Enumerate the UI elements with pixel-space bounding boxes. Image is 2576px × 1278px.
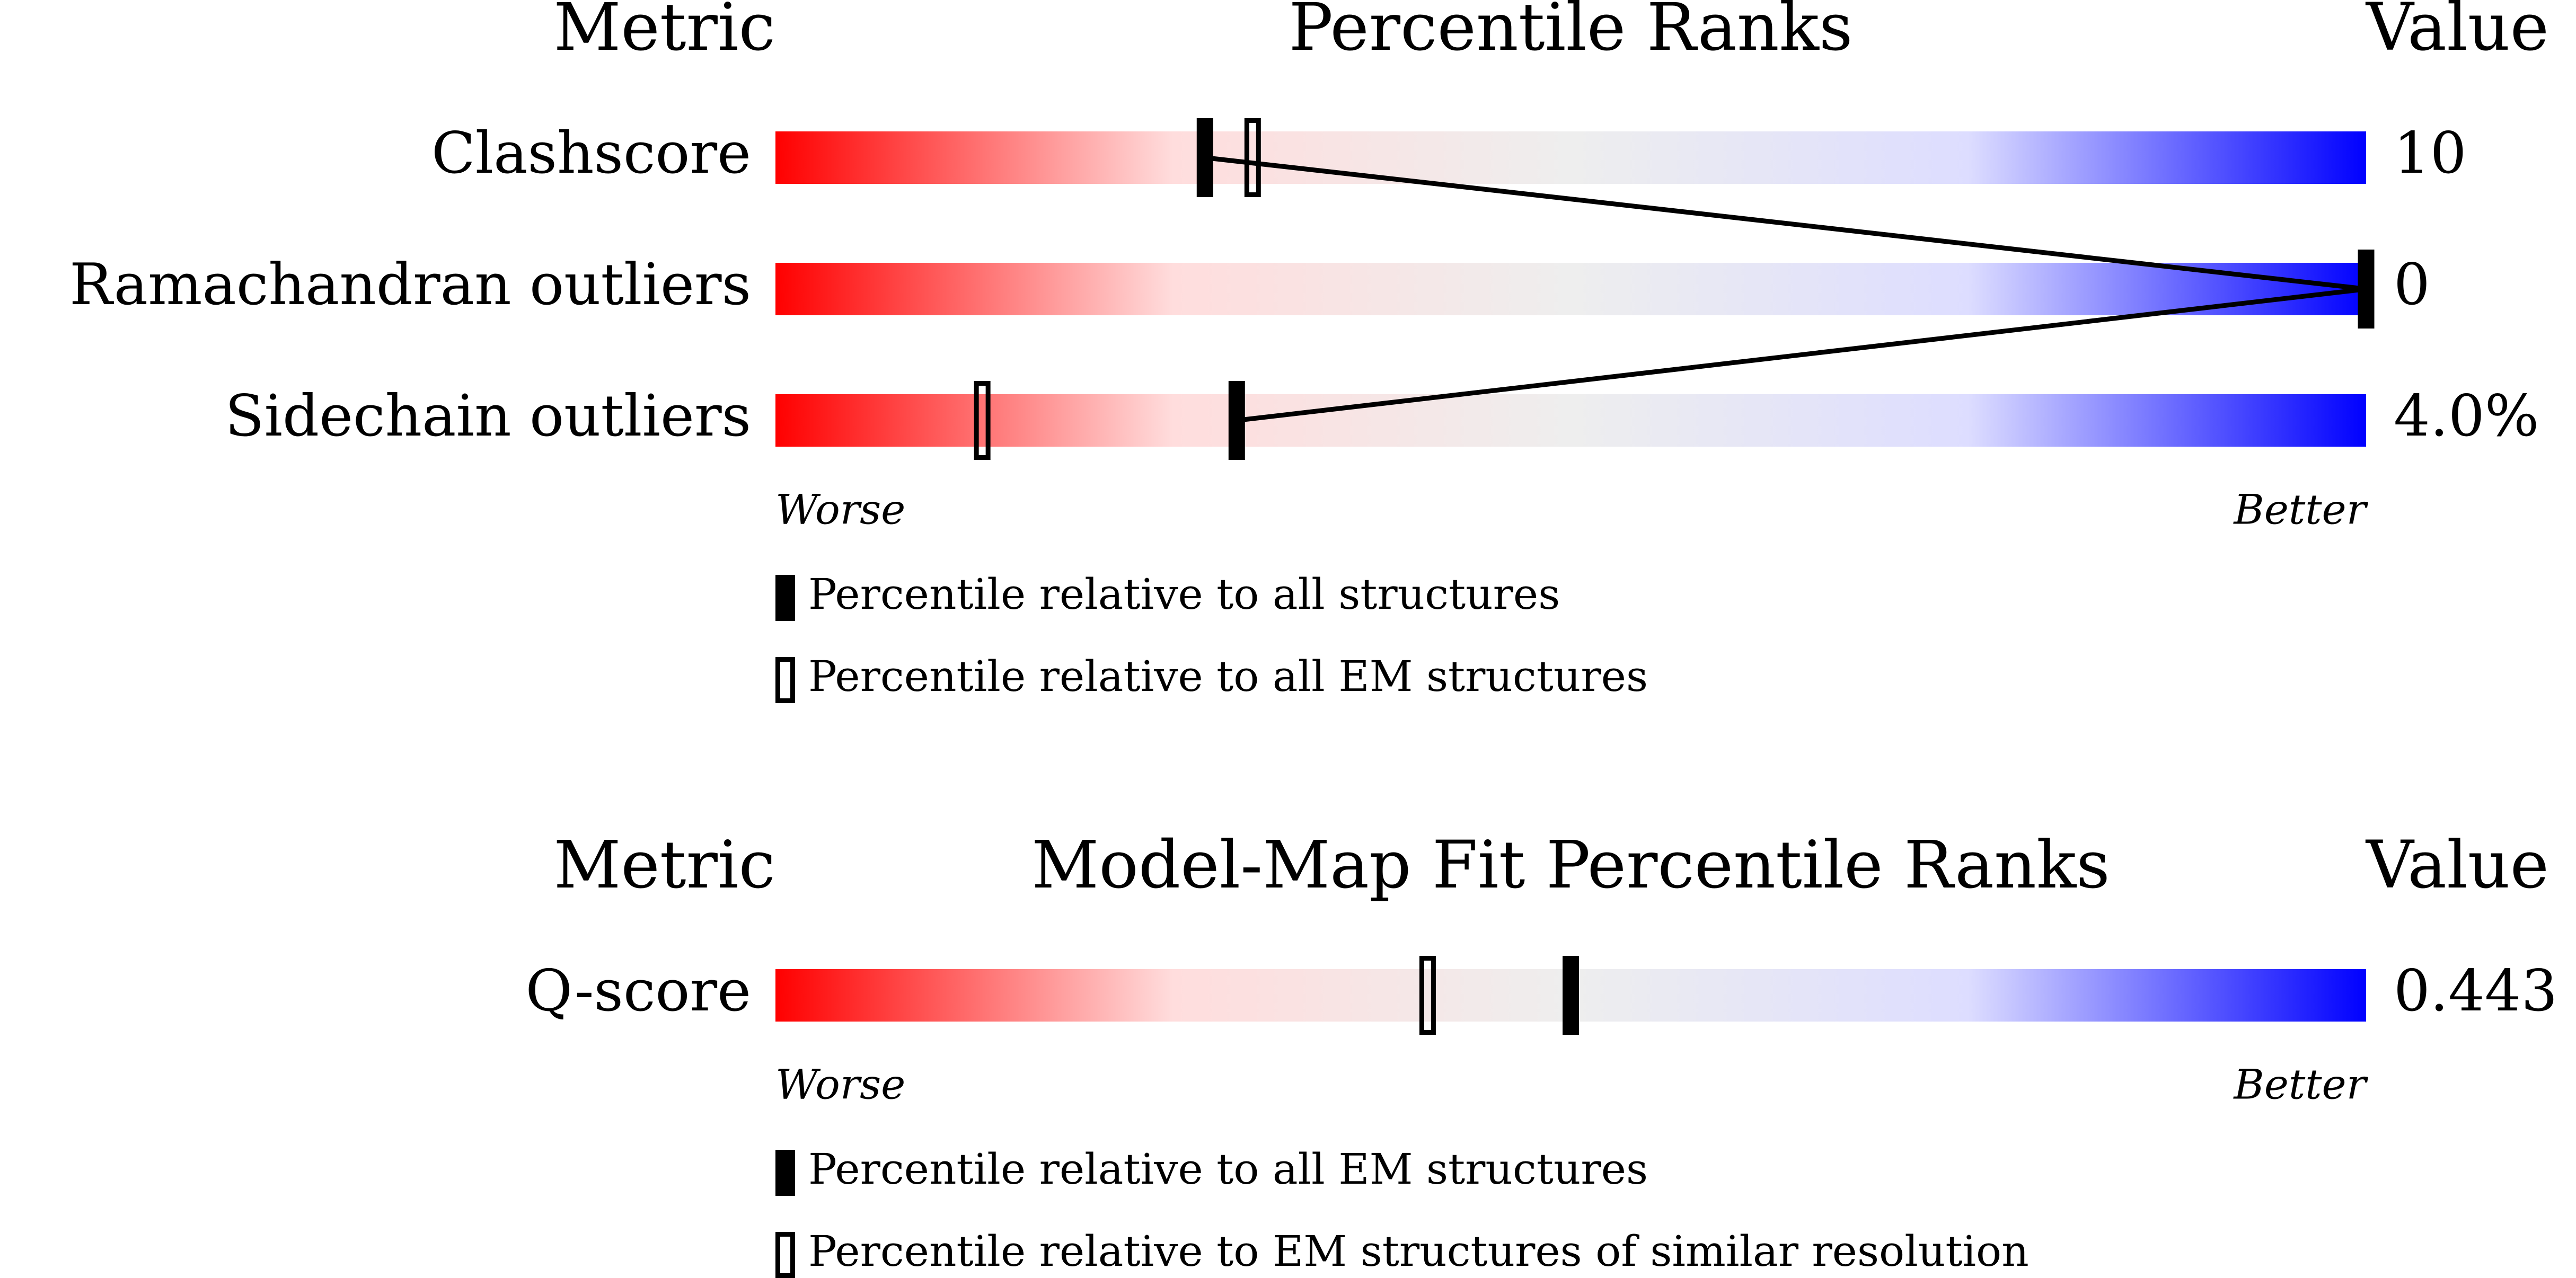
chart-title: Percentile Ranks xyxy=(1289,0,1853,66)
percentile-marker-open xyxy=(974,381,991,460)
better-label: Better xyxy=(2233,486,2368,534)
legend-label: Percentile relative to all EM structures xyxy=(808,652,1648,701)
percentile-bar xyxy=(775,263,2366,315)
better-label: Better xyxy=(2233,1061,2368,1109)
legend-label: Percentile relative to all EM structures xyxy=(808,1144,1648,1194)
metric-value: 0.443 xyxy=(2394,958,2557,1024)
legend-icon-filled xyxy=(775,1150,795,1196)
chart-title: Model-Map Fit Percentile Ranks xyxy=(1031,827,2110,903)
metric-label: Ramachandran outliers xyxy=(69,252,751,318)
percentile-marker-filled xyxy=(1563,956,1579,1035)
metric-label: Sidechain outliers xyxy=(225,383,751,449)
legend-label: Percentile relative to all structures xyxy=(808,570,1560,619)
metric-value: 0 xyxy=(2394,252,2430,318)
metric-header: Metric xyxy=(553,0,775,66)
legend-icon-open xyxy=(775,657,795,703)
legend-icon-open xyxy=(775,1232,795,1278)
value-header: Value xyxy=(2365,827,2549,903)
legend-label: Percentile relative to EM structures of … xyxy=(808,1227,2029,1276)
worse-label: Worse xyxy=(775,486,905,534)
percentile-marker-open xyxy=(1419,956,1436,1035)
value-header: Value xyxy=(2365,0,2549,66)
legend-icon-filled xyxy=(775,575,795,621)
percentile-bar xyxy=(775,131,2366,184)
metric-label: Q-score xyxy=(526,958,751,1024)
metric-value: 4.0% xyxy=(2394,383,2539,449)
metric-header: Metric xyxy=(553,827,775,903)
metric-label: Clashscore xyxy=(431,120,751,187)
worse-label: Worse xyxy=(775,1061,905,1109)
percentile-marker-filled xyxy=(1228,381,1245,460)
percentile-marker-open xyxy=(1244,118,1261,197)
percentile-bar xyxy=(775,394,2366,447)
percentile-marker-filled xyxy=(2358,250,2375,329)
percentile-marker-filled xyxy=(1196,118,1213,197)
metric-value: 10 xyxy=(2394,120,2466,187)
